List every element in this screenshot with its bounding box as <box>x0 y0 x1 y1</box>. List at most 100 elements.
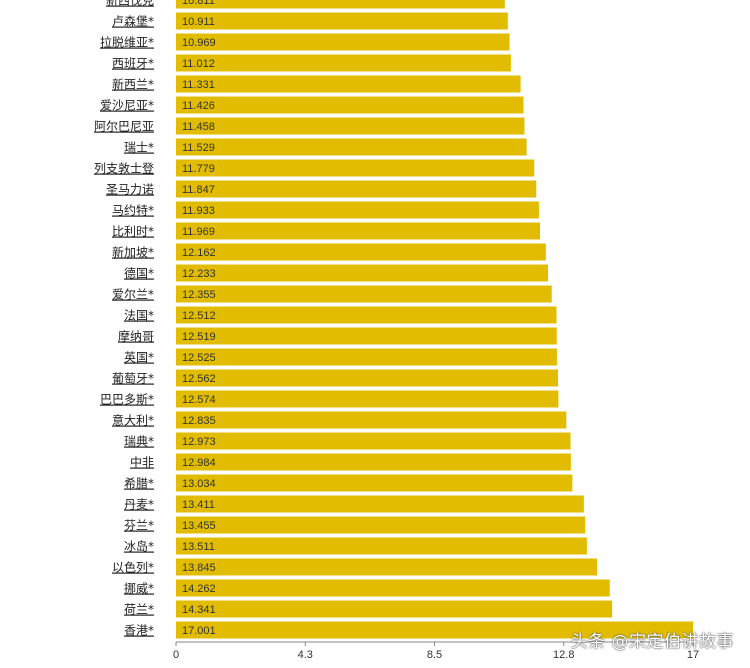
category-label[interactable]: 新西伐克 <box>106 0 154 8</box>
bar-value-label: 12.835 <box>182 415 216 427</box>
bar[interactable] <box>176 411 567 429</box>
bar-value-label: 12.973 <box>182 436 216 448</box>
bar-value-label: 12.562 <box>182 373 216 385</box>
bar[interactable] <box>176 138 527 156</box>
category-label[interactable]: 西班牙* <box>112 57 154 71</box>
category-label[interactable]: 葡萄牙* <box>112 372 154 386</box>
category-label[interactable]: 摩纳哥 <box>118 329 154 344</box>
bar[interactable] <box>176 222 540 240</box>
category-label[interactable]: 瑞士* <box>124 141 154 155</box>
category-label[interactable]: 新西兰* <box>112 77 154 92</box>
bar[interactable] <box>176 12 508 30</box>
category-label[interactable]: 希腊* <box>124 476 154 491</box>
bar[interactable] <box>176 432 571 450</box>
bar-value-label: 13.034 <box>182 478 216 490</box>
bar[interactable] <box>176 117 525 135</box>
bar[interactable] <box>176 327 557 345</box>
category-label[interactable]: 爱沙尼亚* <box>100 99 154 113</box>
bar-row: 12.973 瑞典* <box>124 432 571 450</box>
bar-row: 14.262 挪威* <box>124 579 610 597</box>
bar-row: 14.341 荷兰* <box>124 600 613 618</box>
category-label[interactable]: 比利时* <box>112 225 154 239</box>
bar[interactable] <box>176 201 539 219</box>
bar[interactable] <box>176 621 694 639</box>
bar-row: 11.426 爱沙尼亚* <box>100 96 524 114</box>
x-tick-label: 12.8 <box>553 649 574 661</box>
bar-row: 13.511 冰岛* <box>124 537 587 555</box>
category-label[interactable]: 拉脱维亚* <box>100 35 154 50</box>
bar-row: 12.233 德国* <box>124 264 549 282</box>
category-label[interactable]: 意大利* <box>112 413 154 428</box>
bar[interactable] <box>176 264 549 282</box>
bar[interactable] <box>176 75 521 93</box>
bar-value-label: 11.969 <box>182 226 215 238</box>
category-label[interactable]: 瑞典* <box>124 435 154 449</box>
category-label[interactable]: 列支敦士登 <box>94 161 154 176</box>
bar[interactable] <box>176 495 584 513</box>
category-label[interactable]: 英国* <box>124 351 154 365</box>
bar-row: 13.845 以色列* <box>112 558 598 576</box>
bar[interactable] <box>176 579 610 597</box>
bar[interactable] <box>176 600 613 618</box>
bar[interactable] <box>176 348 557 366</box>
bar[interactable] <box>176 516 586 534</box>
bar[interactable] <box>176 474 573 492</box>
category-label[interactable]: 芬兰* <box>124 519 154 533</box>
category-label[interactable]: 巴巴多斯* <box>100 393 154 407</box>
bar-value-label: 14.262 <box>182 583 216 595</box>
bar[interactable] <box>176 285 552 303</box>
bar[interactable] <box>176 159 535 177</box>
bar-value-label: 13.511 <box>182 541 215 553</box>
category-label[interactable]: 荷兰* <box>124 603 154 617</box>
category-label[interactable]: 丹麦* <box>124 498 154 512</box>
bar[interactable] <box>176 369 559 387</box>
category-label[interactable]: 圣马力诺 <box>106 183 154 197</box>
bar[interactable] <box>176 558 598 576</box>
bar-row: 12.562 葡萄牙* <box>112 369 559 387</box>
category-label[interactable]: 挪威* <box>124 582 154 596</box>
bar-value-label: 10.969 <box>182 37 216 49</box>
bar[interactable] <box>176 33 510 51</box>
bar-row: 12.512 法国* <box>124 306 557 324</box>
category-label[interactable]: 法国* <box>124 309 154 323</box>
bar-value-label: 11.331 <box>182 79 215 91</box>
bar[interactable] <box>176 537 587 555</box>
bar-value-label: 12.512 <box>182 310 216 322</box>
category-label[interactable]: 阿尔巴尼亚 <box>94 119 154 134</box>
category-label[interactable]: 中非 <box>130 455 154 470</box>
x-tick-label: 0 <box>173 649 179 661</box>
bar-row: 11.969 比利时* <box>112 222 540 240</box>
bar[interactable] <box>176 390 559 408</box>
category-label[interactable]: 冰岛* <box>124 539 154 554</box>
bar-row: 11.933 马约特* <box>112 201 539 219</box>
bar[interactable] <box>176 96 524 114</box>
bar-value-label: 12.984 <box>182 457 216 469</box>
category-label[interactable]: 香港* <box>124 624 154 638</box>
bar-row: 10.811 新西伐克 <box>106 0 505 9</box>
category-label[interactable]: 新加坡* <box>112 245 154 260</box>
bar-row: 12.519 摩纳哥 <box>118 327 557 345</box>
category-label[interactable]: 爱尔兰* <box>112 287 154 302</box>
x-tick-label: 8.5 <box>427 649 442 661</box>
bar-value-label: 10.811 <box>182 0 215 7</box>
bar[interactable] <box>176 54 511 72</box>
bar[interactable] <box>176 180 537 198</box>
bar-row: 12.984 中非 <box>130 453 571 471</box>
category-label[interactable]: 德国* <box>124 266 154 281</box>
bar-value-label: 11.012 <box>182 58 215 70</box>
category-label[interactable]: 以色列* <box>112 561 154 575</box>
category-label[interactable]: 卢森堡* <box>112 14 154 29</box>
bar[interactable] <box>176 243 546 261</box>
bar[interactable] <box>176 453 571 471</box>
bar-value-label: 14.341 <box>182 604 216 616</box>
x-tick-label: 4.3 <box>298 649 313 661</box>
bar[interactable] <box>176 306 557 324</box>
bar-value-label: 11.847 <box>182 184 215 196</box>
watermark: 头条 @宋定伯讲故事 <box>570 632 734 652</box>
bar-row: 17.001 香港* <box>124 621 694 639</box>
bar[interactable] <box>176 0 505 9</box>
bar-value-label: 12.162 <box>182 247 216 259</box>
bar-row: 11.331 新西兰* <box>112 75 521 93</box>
bar-value-label: 12.519 <box>182 331 216 343</box>
category-label[interactable]: 马约特* <box>112 203 154 218</box>
